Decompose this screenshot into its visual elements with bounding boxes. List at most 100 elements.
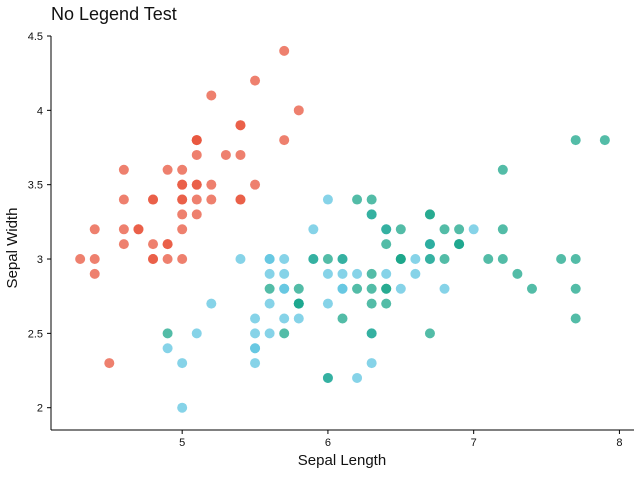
data-point-virginica — [570, 313, 581, 324]
data-point-virginica — [497, 164, 508, 175]
data-point-virginica — [264, 283, 275, 294]
data-point-virginica — [424, 254, 435, 265]
data-point-virginica — [366, 298, 377, 309]
x-tick-label: 8 — [616, 437, 622, 449]
data-point-versicolor — [177, 402, 188, 413]
data-point-setosa — [118, 164, 129, 175]
data-point-virginica — [352, 283, 363, 294]
data-point-virginica — [454, 224, 465, 235]
data-point-versicolor — [410, 268, 421, 279]
data-point-versicolor — [439, 283, 450, 294]
data-point-versicolor — [191, 328, 202, 339]
data-point-setosa — [162, 164, 173, 175]
data-point-virginica — [381, 283, 392, 294]
data-point-versicolor — [322, 194, 333, 205]
data-point-virginica — [337, 313, 348, 324]
data-point-virginica — [570, 135, 581, 146]
data-point-virginica — [497, 254, 508, 265]
data-point-versicolor — [279, 254, 290, 265]
data-point-virginica — [308, 254, 319, 265]
data-point-versicolor — [410, 254, 421, 265]
data-point-setosa — [191, 149, 202, 160]
data-point-virginica — [366, 283, 377, 294]
data-point-setosa — [279, 135, 290, 146]
data-point-virginica — [381, 239, 392, 250]
data-point-versicolor — [337, 268, 348, 279]
y-tick-label: 4 — [37, 105, 43, 117]
data-point-virginica — [526, 283, 537, 294]
data-point-virginica — [599, 135, 610, 146]
x-axis-label: Sepal Length — [298, 452, 386, 469]
data-point-versicolor — [468, 224, 479, 235]
data-point-virginica — [395, 224, 406, 235]
data-point-setosa — [118, 194, 129, 205]
plot-area — [75, 45, 610, 413]
data-point-setosa — [148, 254, 159, 265]
data-point-versicolor — [264, 328, 275, 339]
y-axis-label: Sepal Width — [4, 208, 21, 289]
data-point-setosa — [293, 105, 304, 116]
y-tick-label: 2 — [37, 403, 43, 415]
data-point-setosa — [206, 179, 217, 190]
data-point-setosa — [177, 179, 188, 190]
x-axis-ticks: 5 6 7 8 — [179, 430, 622, 449]
data-point-virginica — [366, 268, 377, 279]
data-point-virginica — [352, 194, 363, 205]
data-point-versicolor — [206, 298, 217, 309]
data-point-virginica — [366, 209, 377, 220]
data-point-setosa — [250, 75, 261, 86]
data-point-virginica — [454, 239, 465, 250]
data-point-setosa — [118, 224, 129, 235]
data-point-virginica — [293, 298, 304, 309]
data-point-versicolor — [308, 224, 319, 235]
data-point-setosa — [148, 239, 159, 250]
data-point-versicolor — [250, 328, 261, 339]
data-point-versicolor — [322, 298, 333, 309]
data-point-setosa — [162, 239, 173, 250]
series-versicolor — [162, 194, 479, 413]
data-point-virginica — [395, 254, 406, 265]
data-point-setosa — [235, 149, 246, 160]
data-point-setosa — [220, 149, 231, 160]
data-point-setosa — [148, 194, 159, 205]
data-point-versicolor — [177, 358, 188, 369]
data-point-virginica — [497, 224, 508, 235]
data-point-virginica — [439, 224, 450, 235]
data-point-versicolor — [250, 343, 261, 354]
data-point-versicolor — [279, 313, 290, 324]
data-point-versicolor — [279, 283, 290, 294]
data-point-setosa — [279, 45, 290, 56]
data-point-virginica — [293, 283, 304, 294]
data-point-virginica — [337, 254, 348, 265]
series-setosa — [75, 45, 304, 369]
data-point-versicolor — [264, 268, 275, 279]
data-point-setosa — [89, 268, 100, 279]
y-axis-ticks: 2 2.5 3 3.5 4 4.5 — [28, 31, 51, 415]
data-point-versicolor — [162, 343, 173, 354]
data-point-setosa — [191, 209, 202, 220]
chart-title: No Legend Test — [51, 4, 177, 24]
data-point-virginica — [483, 254, 494, 265]
data-point-setosa — [177, 254, 188, 265]
data-point-versicolor — [352, 372, 363, 383]
data-point-versicolor — [235, 254, 246, 265]
data-point-virginica — [381, 224, 392, 235]
data-point-setosa — [89, 254, 100, 265]
data-point-virginica — [570, 283, 581, 294]
data-point-virginica — [322, 254, 333, 265]
data-point-setosa — [177, 209, 188, 220]
data-point-virginica — [424, 209, 435, 220]
data-point-setosa — [191, 179, 202, 190]
data-point-virginica — [512, 268, 523, 279]
data-point-setosa — [118, 239, 129, 250]
data-point-versicolor — [279, 268, 290, 279]
data-point-virginica — [279, 328, 290, 339]
data-point-versicolor — [352, 268, 363, 279]
data-point-virginica — [366, 328, 377, 339]
data-point-setosa — [162, 254, 173, 265]
data-point-setosa — [177, 164, 188, 175]
data-point-virginica — [424, 328, 435, 339]
data-point-setosa — [235, 194, 246, 205]
data-point-setosa — [235, 120, 246, 131]
